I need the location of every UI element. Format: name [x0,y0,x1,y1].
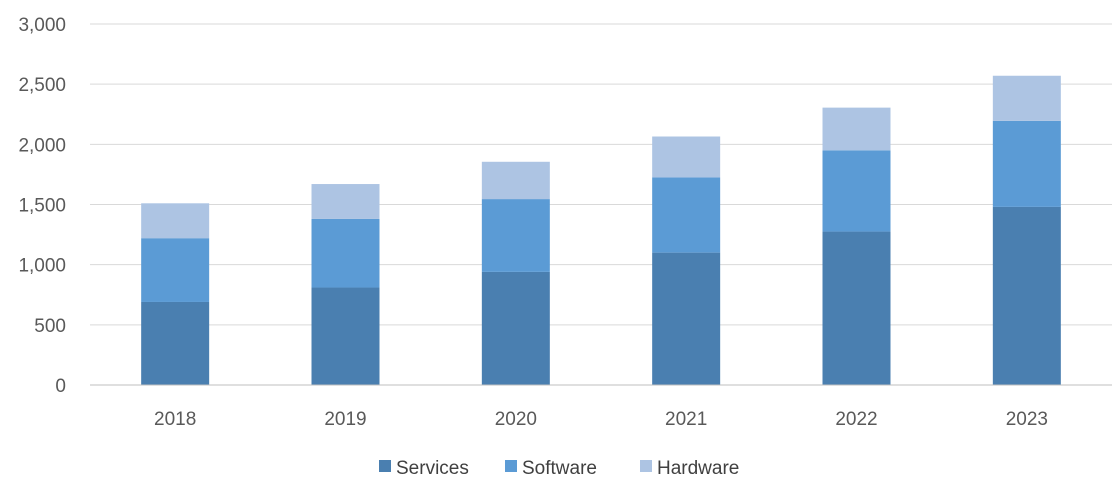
bar-segment-hardware [141,203,210,239]
y-axis-tick-labels: 0 500 1,000 1,500 2,000 2,500 3,000 [18,15,66,397]
bar-segment-services [992,206,1061,385]
bar-segment-hardware [311,184,380,219]
bar-segment-software [822,150,891,232]
x-tick-label: 2023 [1006,409,1048,430]
x-tick-label: 2022 [835,409,877,430]
bar-segment-hardware [822,107,891,151]
bar-segment-hardware [481,161,550,200]
bar-segment-services [141,301,210,385]
x-axis-tick-labels: 2018 2019 2020 2021 2022 2023 [154,409,1048,430]
legend: Services Software Hardware [379,458,739,479]
legend-label-software: Software [522,458,597,479]
bar-segment-hardware [992,75,1061,121]
bar-segment-software [311,218,380,288]
y-tick-label: 1,000 [18,256,66,277]
y-tick-label: 2,000 [18,135,66,156]
bars [141,75,1061,385]
bar-segment-services [652,252,721,385]
y-tick-label: 0 [55,376,66,397]
bar-segment-software [992,120,1061,207]
legend-swatch-hardware [640,460,652,472]
x-tick-label: 2020 [495,409,537,430]
bar-segment-software [481,199,550,272]
y-tick-label: 1,500 [18,196,66,217]
x-tick-label: 2019 [324,409,366,430]
legend-swatch-services [379,460,391,472]
legend-label-services: Services [396,458,469,479]
y-tick-label: 3,000 [18,15,66,36]
bar-segment-services [822,231,891,385]
legend-label-hardware: Hardware [657,458,739,479]
bar-segment-services [311,287,380,385]
gridlines [90,23,1112,326]
x-tick-label: 2021 [665,409,707,430]
bar-segment-hardware [652,136,721,178]
y-tick-label: 500 [34,316,66,337]
bar-segment-software [652,177,721,253]
x-tick-label: 2018 [154,409,196,430]
y-tick-label: 2,500 [18,75,66,96]
legend-swatch-software [505,460,517,472]
bar-segment-services [481,271,550,385]
bar-segment-software [141,238,210,302]
